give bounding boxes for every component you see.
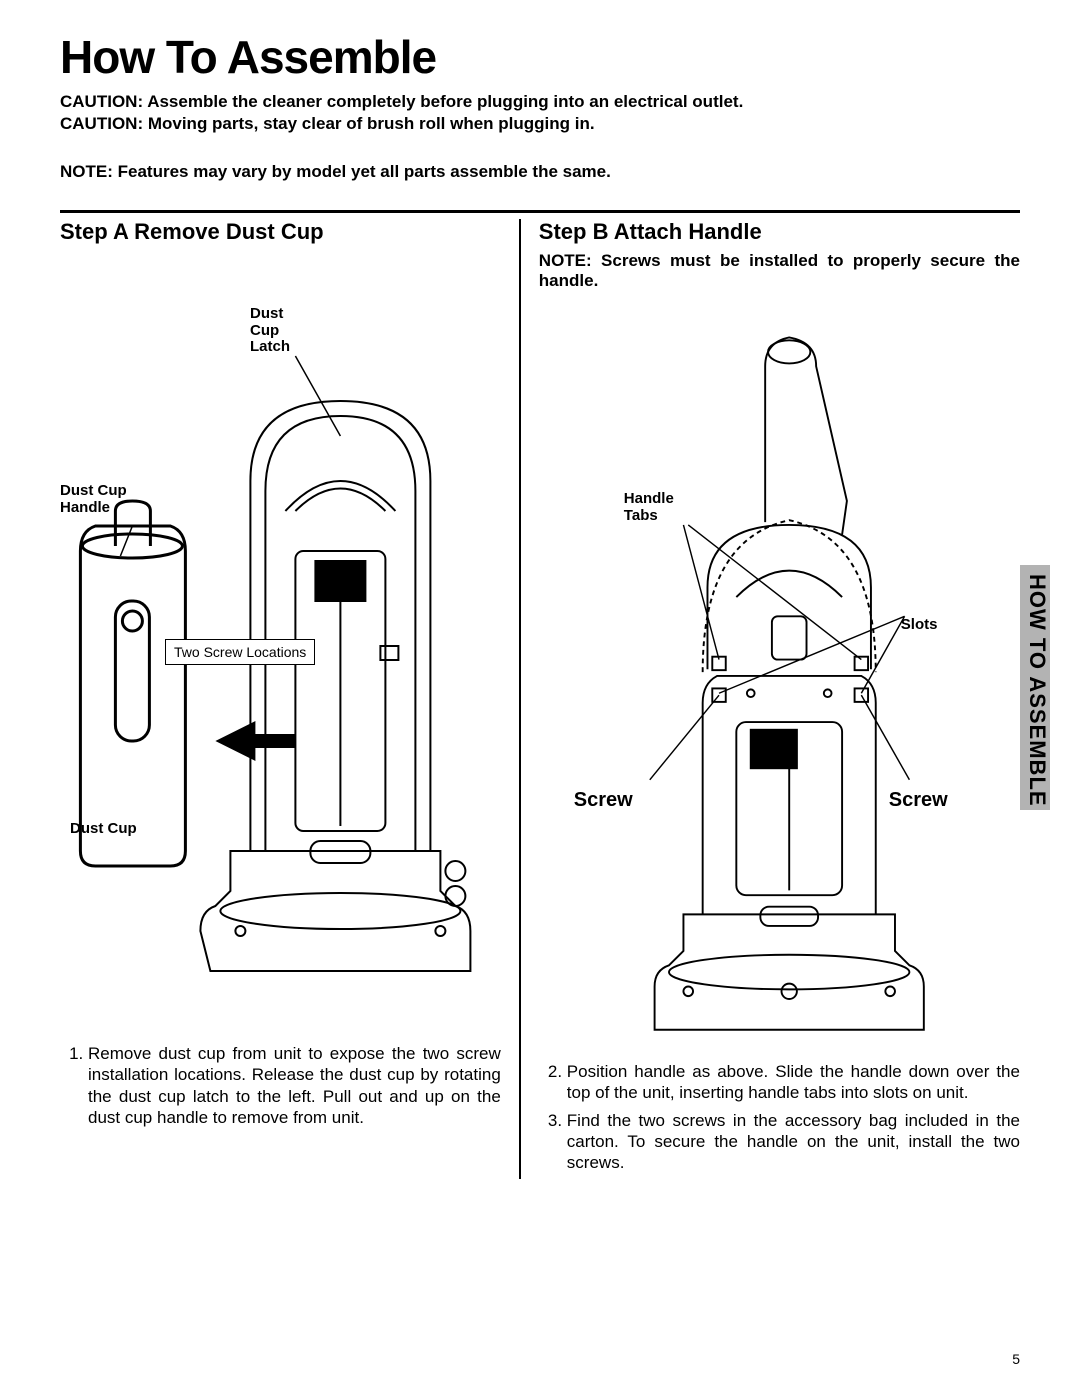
label-dust-cup: Dust Cup — [70, 821, 137, 838]
label-screw-right: Screw — [889, 789, 948, 812]
step-b-title: Step B Attach Handle — [539, 219, 1020, 245]
step-b-note: NOTE: Screws must be installed to proper… — [539, 251, 1020, 291]
label-screw-left: Screw — [574, 789, 633, 812]
step-a-instructions: Remove dust cup from unit to expose the … — [60, 1043, 501, 1128]
page-title: How To Assemble — [60, 30, 1020, 84]
step-a-title: Step A Remove Dust Cup — [60, 219, 501, 245]
step-b-instructions: Position handle as above. Slide the hand… — [539, 1061, 1020, 1173]
columns: Step A Remove Dust Cup — [60, 219, 1020, 1179]
side-tab: HOW TO ASSEMBLE — [1020, 565, 1050, 810]
caution-body-2: Moving parts, stay clear of brush roll w… — [143, 114, 595, 133]
label-dust-cup-latch: Dust Cup Latch — [250, 306, 290, 356]
label-two-screw: Two Screw Locations — [165, 639, 315, 665]
caution-body-1: Assemble the cleaner completely before p… — [143, 92, 743, 111]
step-a-diagram: Dust Cup Latch Dust Cup Handle Dust Cup … — [60, 251, 501, 1031]
vacuum-diagram-b — [539, 299, 1020, 1049]
note-body: Features may vary by model yet all parts… — [113, 162, 611, 181]
label-dust-cup-handle: Dust Cup Handle — [60, 483, 127, 516]
divider-line — [60, 210, 1020, 213]
note-prefix: NOTE: — [60, 162, 113, 181]
caution-line-2: CAUTION: Moving parts, stay clear of bru… — [60, 114, 1020, 134]
caution-line-1: CAUTION: Assemble the cleaner completely… — [60, 92, 1020, 112]
label-slots: Slots — [901, 617, 938, 634]
step-a-column: Step A Remove Dust Cup — [60, 219, 521, 1179]
arrow-icon — [215, 721, 295, 761]
instruction-1: Remove dust cup from unit to expose the … — [88, 1043, 501, 1128]
page-number: 5 — [1012, 1351, 1020, 1367]
step-b-diagram: Handle Tabs Slots Screw Screw — [539, 299, 1020, 1049]
caution-prefix-2: CAUTION: — [60, 114, 143, 133]
step-b-column: Step B Attach Handle NOTE: Screws must b… — [521, 219, 1020, 1179]
caution-prefix-1: CAUTION: — [60, 92, 143, 111]
instruction-3: Find the two screws in the accessory bag… — [567, 1110, 1020, 1174]
instruction-2: Position handle as above. Slide the hand… — [567, 1061, 1020, 1104]
label-handle-tabs: Handle Tabs — [624, 491, 674, 524]
note-line: NOTE: Features may vary by model yet all… — [60, 162, 1020, 182]
